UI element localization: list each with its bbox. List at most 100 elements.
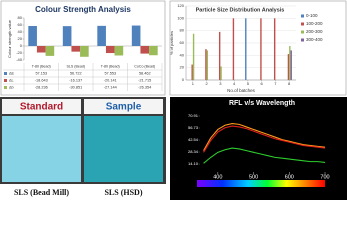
y-tick-label: 80 [180,28,185,33]
legend-swatch [4,86,7,89]
bar [140,46,150,54]
table-header: T-80 (Bead) [32,64,51,68]
legend-swatch [301,22,304,26]
table-header: SLS (Bead) [66,64,85,68]
chart-title: Particle Size Distribution Analysis [196,7,285,13]
swatch-caption: SLS (Bead Mill) [14,188,69,197]
bar [97,25,106,46]
bar [114,46,124,56]
x-tick-label: 400 [213,174,222,180]
y-tick-label: 0 [20,43,23,48]
table-value: -20.141 [104,79,117,83]
legend-label: 300-400 [306,37,323,42]
bar [62,26,72,46]
x-tick-label: 500 [249,174,258,180]
bar [71,46,81,52]
table-value: -18.643 [35,79,48,83]
table-value: 56.722 [70,72,82,76]
chart-title: Colour Strength Analysis [35,5,131,14]
chart-title: RFL v/s Wavelength [229,100,295,107]
bar [105,46,115,54]
x-tick-label: 2 [206,81,209,86]
y-tick-label: 60 [18,22,23,27]
page: {"chart_data": [ {"type": "bar", "title"… [0,0,347,200]
legend-swatch [301,30,304,34]
bar [149,46,158,56]
bar [36,46,46,53]
bar [245,18,247,80]
legend-label: 0-100 [306,13,318,18]
bar [232,18,235,80]
bar [205,49,207,80]
y-tick-label: 0 [182,77,185,82]
panel [169,0,347,96]
bar [45,46,55,56]
spectrum-bar [197,180,325,187]
line-series [203,147,326,164]
legend-swatch [4,79,7,82]
y-tick-label: 60 [180,40,185,45]
swatch-title: Sample [106,102,142,113]
y-tick-label: 80 [18,15,23,20]
table-value: 58.462 [139,72,151,76]
table-value: -26.354 [138,86,151,90]
y-tick-label: 28.34 [188,149,199,154]
table-value: 57.553 [104,72,116,76]
table-value: -28.236 [35,86,48,90]
x-tick-label: 6 [261,81,264,86]
bar [220,66,222,80]
bar [290,50,292,80]
legend-swatch [4,72,7,75]
chart-layer: Colour Strength Analysis Colour strength … [2,3,330,197]
y-tick-label: 14.10 [188,161,199,166]
line-series [203,122,326,151]
x-axis-label: No.of batches [227,88,256,93]
table-header: CoCo (Bead) [134,64,155,68]
legend-swatch [301,14,304,18]
x-tick-label: 600 [285,174,294,180]
y-tick-label: 56.73 [188,125,199,130]
y-tick-label: 42.54 [188,137,199,142]
bar [28,25,37,46]
table-value: -16.137 [69,79,82,83]
x-tick-label: 700 [320,174,329,180]
bar [191,64,193,80]
x-tick-label: 5 [247,81,250,86]
y-tick-label: -40 [16,57,23,62]
swatch-title: Standard [20,102,63,113]
figure: Colour Strength Analysis Colour strength … [0,0,347,200]
legend-label: ΔL [9,79,14,83]
y-axis-label: % of particles [169,31,174,55]
y-tick-label: 100 [177,15,184,20]
legend-label: Δb [9,86,14,90]
bar [218,31,221,80]
bar [289,46,291,80]
bar [273,18,276,80]
swatch-header [84,99,163,114]
table-value: -30.851 [69,86,82,90]
y-tick-label: 120 [177,3,184,8]
bar [80,46,89,57]
swatch-header [2,99,81,114]
bar [206,50,209,80]
legend-label: 200-300 [306,29,323,34]
x-tick-label: 1 [192,81,195,86]
swatch-caption: SLS (HSD) [104,188,142,197]
x-tick-label: 3 [219,81,222,86]
table-value: 57.153 [35,72,47,76]
bar [131,25,141,46]
bar [287,54,290,80]
legend-label: ΔE [9,72,15,76]
y-tick-label: 70.91 [188,113,199,118]
line-series [203,125,326,153]
x-tick-label: 4 [233,81,236,86]
color-swatch [2,116,81,182]
y-tick-label: 40 [180,52,185,57]
y-tick-label: 20 [18,36,23,41]
bar [260,18,262,80]
bar [192,33,195,80]
legend-swatch [301,38,304,42]
color-swatch [84,116,163,182]
y-axis-label: Colour strength value [7,19,12,58]
x-tick-label: 8 [288,81,291,86]
